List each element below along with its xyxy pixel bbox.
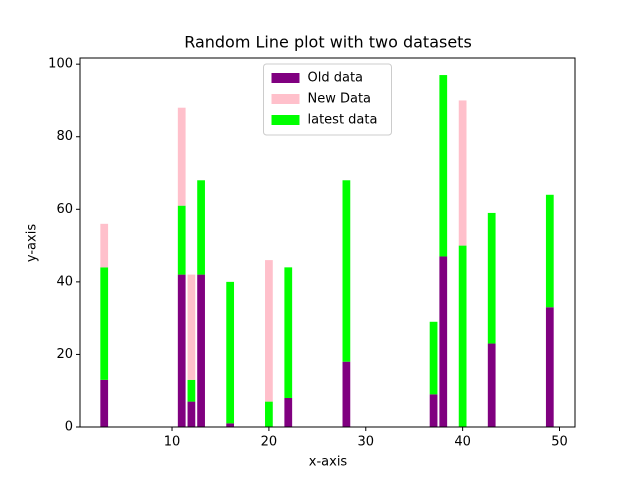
y-axis-label: y-axis: [25, 224, 40, 262]
bar: [284, 397, 293, 427]
chart-title: Random Line plot with two datasets: [184, 33, 472, 52]
bar: [100, 267, 109, 380]
legend-label: New Data: [308, 92, 372, 107]
bar: [226, 423, 235, 427]
bar: [177, 274, 186, 427]
bar: [487, 212, 496, 344]
x-tick-label: 40: [454, 435, 471, 450]
y-tick-label: 100: [48, 57, 73, 72]
bar: [284, 267, 293, 398]
x-tick-label: 10: [164, 435, 181, 450]
bar: [342, 180, 351, 362]
bar: [187, 379, 196, 402]
bar: [458, 100, 467, 246]
y-tick-label: 0: [65, 420, 73, 435]
bar: [439, 75, 448, 257]
bar: [439, 256, 448, 427]
bar: [197, 180, 205, 275]
bar: [545, 194, 554, 308]
bar: [429, 394, 438, 427]
x-tick-label: 50: [551, 435, 568, 450]
y-tick-label: 80: [56, 129, 73, 144]
bar: [197, 274, 205, 427]
bar: [265, 260, 273, 402]
bar: [226, 281, 235, 424]
bar: [100, 223, 109, 268]
bar: [342, 361, 351, 427]
bar: [177, 205, 186, 275]
legend-label: latest data: [308, 113, 378, 128]
plot-frame: [79, 57, 576, 428]
legend-swatch: [271, 115, 300, 125]
bar: [187, 401, 196, 427]
y-tick-label: 60: [56, 202, 73, 217]
legend-swatch: [271, 73, 300, 83]
bar: [429, 321, 438, 395]
y-tick-label: 40: [56, 274, 73, 289]
legend: Old data New Data latest data: [263, 63, 392, 136]
bar: [265, 401, 273, 427]
bar: [487, 343, 496, 427]
legend-label: Old data: [308, 71, 364, 86]
legend-swatch: [271, 94, 300, 104]
x-tick-label: 20: [261, 435, 278, 450]
x-tick-label: 30: [357, 435, 374, 450]
x-axis-label: x-axis: [309, 455, 348, 470]
bar: [458, 245, 467, 427]
y-tick-label: 20: [56, 347, 73, 362]
bar: [100, 379, 109, 427]
bar: [177, 107, 186, 206]
bar: [545, 307, 554, 427]
bar: [187, 274, 196, 380]
